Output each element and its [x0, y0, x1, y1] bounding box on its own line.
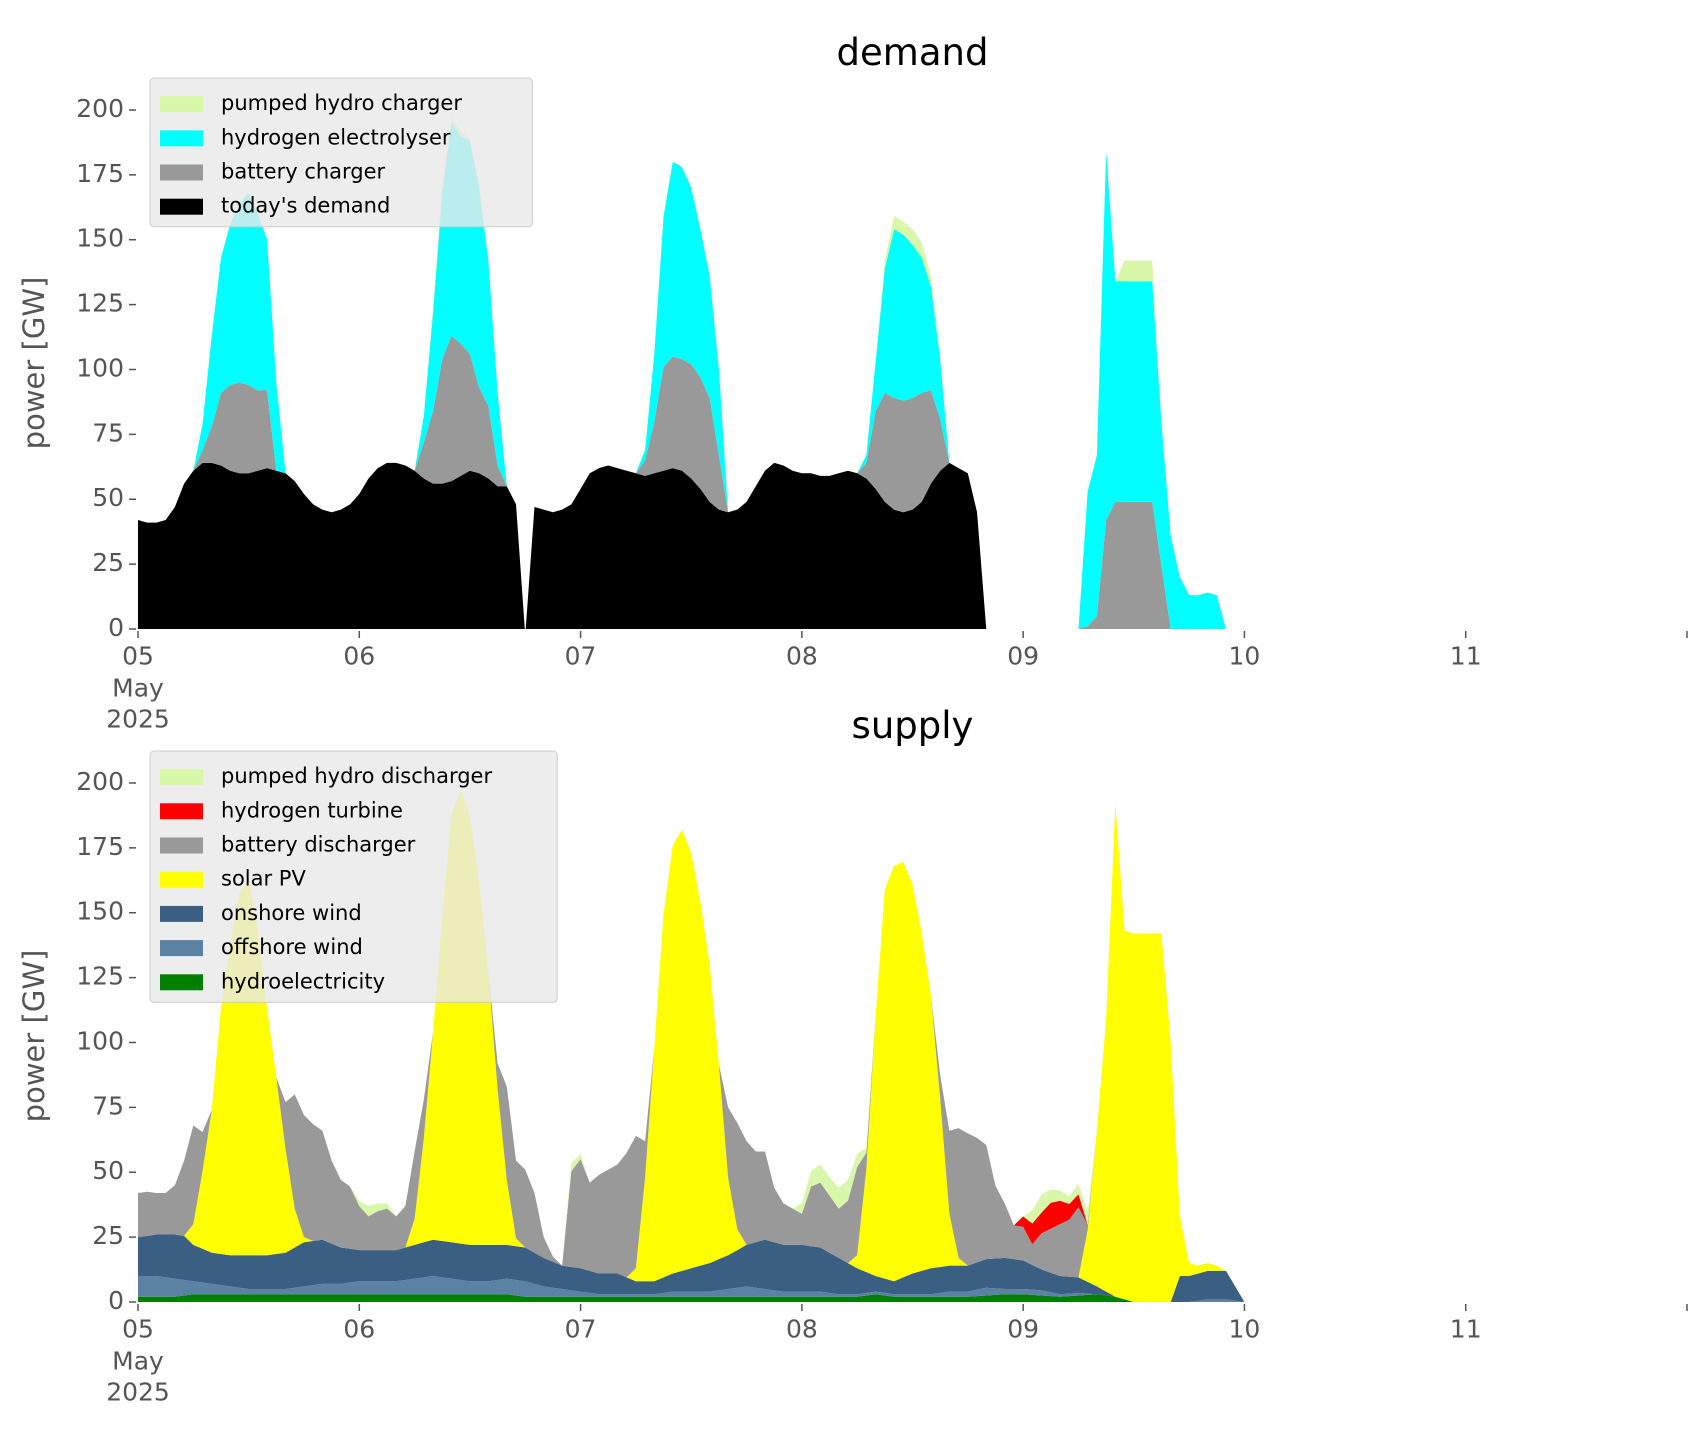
- legend-box: [149, 77, 533, 228]
- y-tick-label: 50: [92, 1156, 124, 1185]
- legend: pumped hydro discharger hydrogen turbine b…: [149, 750, 558, 1003]
- legend-label-onshore-wind: onshore wind: [221, 901, 362, 925]
- y-tick-label: 75: [92, 418, 124, 447]
- legend-swatch-pumped-hydro-discharger: [160, 769, 203, 786]
- x-tick-label: 09: [1007, 1314, 1039, 1343]
- x-tick-label: 05: [122, 1314, 154, 1343]
- legend-swatch-battery-charger: [160, 164, 203, 181]
- series-onshore-wind-area: [138, 1234, 1245, 1302]
- y-tick-label: 150: [76, 224, 124, 253]
- demand-chart: demand power [GW] 0 25 50 75 100 125 150 175 200 05…: [17, 31, 1688, 733]
- chart-title: supply: [852, 704, 974, 747]
- legend-label-pumped-hydro-charger: pumped hydro charger: [221, 91, 462, 115]
- y-axis: 0 25 50 75 100 125 150 175 200: [76, 767, 136, 1315]
- series-hydroelectricity-area: [138, 1294, 1245, 1302]
- area-layers: [138, 789, 1245, 1302]
- series-battery-discharger-area: [138, 789, 1245, 1302]
- x-tick-label: 07: [565, 641, 597, 670]
- x-tick-label: 08: [786, 641, 818, 670]
- y-tick-label: 75: [92, 1091, 124, 1120]
- y-tick-label: 100: [76, 1026, 124, 1055]
- y-tick-label: 175: [76, 832, 124, 861]
- x-tick-label: 11: [1450, 641, 1482, 670]
- legend-swatch-today-s-demand: [160, 198, 203, 215]
- chart-title: demand: [837, 31, 989, 74]
- legend-swatch-solar-pv: [160, 871, 203, 888]
- y-tick-label: 150: [76, 897, 124, 926]
- legend-swatch-offshore-wind: [160, 940, 203, 957]
- x-tick-sublabel: 2025: [106, 704, 170, 733]
- x-tick-label: 07: [565, 1314, 597, 1343]
- area-layers: [138, 117, 1245, 629]
- legend-swatch-pumped-hydro-charger: [160, 96, 203, 113]
- x-tick-sublabel: May: [112, 1346, 164, 1375]
- x-tick-label: 05: [122, 641, 154, 670]
- x-tick-label: 08: [786, 1314, 818, 1343]
- legend-box: [149, 750, 558, 1003]
- y-tick-label: 25: [92, 548, 124, 577]
- series-hydrogen-electrolyser-area: [138, 122, 1245, 629]
- series-battery-charger-area: [138, 335, 1245, 629]
- series-today-s-demand-area: [138, 462, 1245, 629]
- y-axis-label: power [GW]: [17, 277, 51, 450]
- legend-label-hydrogen-turbine: hydrogen turbine: [221, 798, 403, 822]
- series-offshore-wind-area: [138, 1276, 1245, 1302]
- x-tick-label: 06: [343, 1314, 375, 1343]
- x-tick-sublabel: 2025: [106, 1377, 170, 1406]
- legend-swatch-battery-discharger: [160, 837, 203, 854]
- x-tick-label: 11: [1450, 1314, 1482, 1343]
- x-tick-sublabel: May: [112, 673, 164, 702]
- x-tick-label: 10: [1229, 641, 1261, 670]
- y-tick-label: 0: [108, 1286, 124, 1315]
- x-tick-label: 09: [1007, 641, 1039, 670]
- legend-swatch-hydroelectricity: [160, 974, 203, 991]
- legend-label-hydroelectricity: hydroelectricity: [221, 969, 385, 993]
- y-tick-label: 125: [76, 962, 124, 991]
- x-tick-label: 10: [1229, 1314, 1261, 1343]
- legend-label-solar-pv: solar PV: [221, 867, 306, 891]
- y-axis-label: power [GW]: [17, 950, 51, 1123]
- supply-chart: supply power [GW] 0 25 50 75 100 125 150 175 200 05…: [17, 704, 1688, 1406]
- legend: pumped hydro charger hydrogen electrolyse…: [149, 77, 533, 228]
- legend-swatch-hydrogen-electrolyser: [160, 130, 203, 147]
- legend-swatch-onshore-wind: [160, 905, 203, 922]
- y-tick-label: 100: [76, 353, 124, 382]
- y-tick-label: 125: [76, 289, 124, 318]
- y-tick-label: 25: [92, 1221, 124, 1250]
- x-tick-label: 06: [343, 641, 375, 670]
- legend-label-hydrogen-electrolyser: hydrogen electrolyser: [221, 125, 451, 149]
- legend-swatch-hydrogen-turbine: [160, 803, 203, 820]
- legend-label-battery-charger: battery charger: [221, 160, 386, 184]
- y-tick-label: 175: [76, 159, 124, 188]
- y-axis: 0 25 50 75 100 125 150 175 200: [76, 94, 136, 642]
- y-tick-label: 200: [76, 767, 124, 796]
- legend-label-today-s-demand: today's demand: [221, 194, 390, 218]
- y-tick-label: 0: [108, 613, 124, 642]
- legend-label-offshore-wind: offshore wind: [221, 935, 363, 959]
- y-tick-label: 50: [92, 483, 124, 512]
- y-tick-label: 200: [76, 94, 124, 123]
- legend-label-pumped-hydro-discharger: pumped hydro discharger: [221, 764, 492, 788]
- series-solar-pv-area: [138, 789, 1245, 1302]
- legend-label-battery-discharger: battery discharger: [221, 833, 416, 857]
